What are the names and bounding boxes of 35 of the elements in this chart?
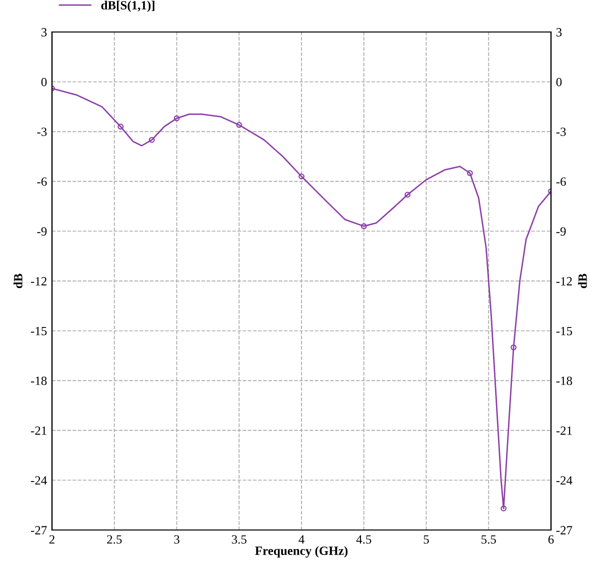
x-tick-label: 2 bbox=[49, 535, 54, 544]
x-tick-label: 5.5 bbox=[482, 535, 496, 544]
y-tick-label: -12 bbox=[30, 277, 46, 286]
y2-tick-label: -3 bbox=[556, 128, 566, 136]
y2-tick-label: 0 bbox=[556, 78, 562, 86]
x-tick-label: 2.5 bbox=[107, 535, 122, 544]
y2-tick-label: -21 bbox=[556, 426, 572, 435]
y-tick-label: 0 bbox=[41, 78, 47, 86]
x-tick-label: 4 bbox=[298, 535, 304, 544]
y-tick-label: -18 bbox=[30, 376, 47, 386]
y2-tick-label: 3 bbox=[556, 28, 562, 36]
x-tick-label: 3 bbox=[174, 535, 180, 544]
y2-tick-label: -18 bbox=[556, 376, 572, 386]
y-tick-label: -9 bbox=[37, 227, 47, 236]
x-tick-label: 3.5 bbox=[232, 535, 246, 544]
x-tick-label: 4.5 bbox=[356, 535, 372, 544]
y2-axis-title: dB bbox=[578, 274, 587, 288]
x-tick-label: 6 bbox=[548, 535, 554, 544]
y-tick-label: -6 bbox=[37, 177, 47, 186]
y-tick-label: -27 bbox=[30, 526, 47, 534]
y-tick-label: -21 bbox=[30, 426, 46, 435]
y2-tick-label: -12 bbox=[556, 277, 572, 286]
y-tick-label: -24 bbox=[30, 476, 47, 485]
x-axis-title: Frequency (GHz) bbox=[255, 546, 348, 558]
y2-tick-label: -24 bbox=[556, 476, 572, 485]
y-tick-label: -15 bbox=[30, 326, 47, 336]
y2-tick-label: -27 bbox=[556, 526, 572, 534]
y-axis-title: dB bbox=[14, 274, 22, 288]
y2-tick-label: -9 bbox=[556, 227, 566, 236]
x-tick-label: 5 bbox=[424, 535, 429, 544]
y2-tick-label: -6 bbox=[556, 177, 566, 186]
y-tick-label: 3 bbox=[41, 28, 47, 36]
legend-label: dB[S(1,1)] bbox=[101, 0, 154, 12]
y2-tick-label: -15 bbox=[556, 326, 572, 336]
y-tick-label: -3 bbox=[37, 128, 47, 136]
